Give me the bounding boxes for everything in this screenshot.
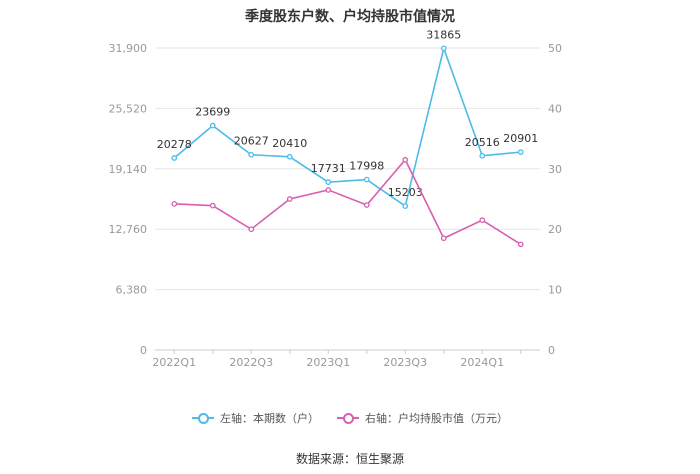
right-axis-tick-label: 0 (548, 344, 555, 357)
legend-marker-left-series (192, 412, 214, 424)
data-label: 20410 (272, 137, 307, 150)
data-point-right (209, 202, 216, 209)
data-label: 20516 (465, 136, 500, 149)
data-label: 17731 (311, 162, 346, 175)
data-label: 20901 (503, 132, 538, 145)
left-axis-tick-label: 6,380 (116, 284, 148, 297)
data-point-right (286, 196, 293, 202)
data-label: 20278 (157, 138, 192, 151)
left-axis-tick-label: 12,760 (109, 223, 148, 236)
left-axis-tick-label: 0 (140, 344, 147, 357)
x-axis-tick-label: 2022Q1 (152, 356, 196, 369)
data-point-right (363, 202, 370, 208)
data-point-right (517, 241, 524, 248)
legend-marker-right-series (337, 412, 359, 424)
legend-label-left-series: 左轴：本期数（户） (220, 412, 319, 425)
data-point-right (171, 200, 178, 207)
legend-item-right-series[interactable]: 右轴：户均持股市值（万元） (337, 410, 508, 426)
series-line-right (174, 158, 522, 245)
right-axis-tick-label: 30 (548, 163, 562, 176)
data-point-left (171, 155, 178, 161)
x-axis-tick-label: 2024Q1 (460, 356, 504, 369)
series-line-left (173, 45, 521, 208)
data-point-left (248, 151, 255, 158)
data-point-left (402, 203, 409, 209)
data-point-right (402, 156, 409, 163)
data-point-right (248, 226, 255, 233)
right-axis-tick-label: 40 (548, 102, 562, 115)
left-axis-tick-label: 25,520 (109, 102, 148, 115)
data-point-right (479, 217, 486, 223)
x-axis-tick-label: 2022Q3 (229, 356, 273, 369)
x-axis-tick-label: 2023Q1 (306, 356, 350, 369)
data-label: 31865 (426, 28, 461, 41)
right-axis-tick-label: 20 (548, 223, 562, 236)
data-point-left (440, 45, 447, 52)
data-label: 15203 (388, 186, 423, 199)
chart-legend: 左轴：本期数（户） 右轴：户均持股市值（万元） (0, 410, 700, 426)
chart-title: 季度股东户数、户均持股市值情况 (245, 9, 455, 25)
data-label: 17998 (349, 160, 384, 173)
data-point-left (209, 122, 216, 129)
data-point-left (479, 152, 486, 159)
right-axis-tick-label: 10 (548, 284, 562, 297)
chart-plot: 0 6,380 12,760 19,140 25,520 31,900 0 10 20 30 40 5… (109, 28, 563, 369)
left-axis-tick-label: 31,900 (109, 42, 148, 55)
data-point-left (286, 153, 293, 160)
data-point-right (325, 187, 332, 193)
right-axis-tick-label: 50 (548, 42, 562, 55)
data-point-left (363, 176, 370, 183)
data-point-left (517, 149, 524, 155)
legend-item-left-series[interactable]: 左轴：本期数（户） (192, 410, 319, 426)
left-axis-tick-label: 19,140 (109, 163, 148, 176)
data-source: 数据来源：恒生聚源 (295, 452, 404, 466)
data-point-right (440, 235, 447, 242)
legend-label-right-series: 右轴：户均持股市值（万元） (365, 412, 508, 425)
data-label: 23699 (195, 106, 230, 119)
data-label: 20627 (234, 135, 269, 148)
x-axis-tick-label: 2023Q3 (383, 356, 427, 369)
data-point-left (325, 179, 332, 185)
